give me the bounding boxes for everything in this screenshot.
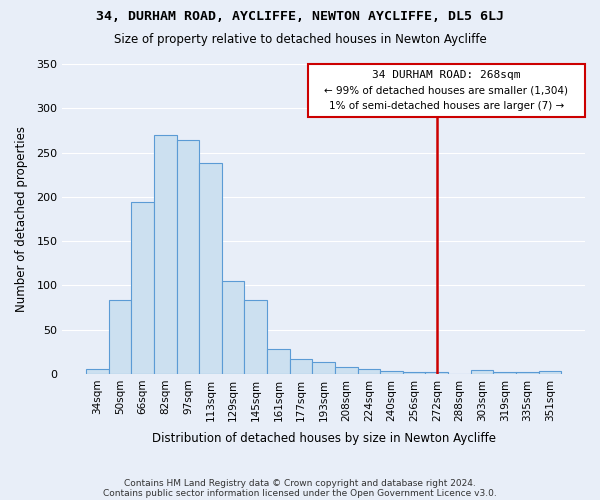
- FancyBboxPatch shape: [308, 64, 585, 116]
- Bar: [358, 370, 380, 374]
- Bar: [109, 300, 131, 374]
- Y-axis label: Number of detached properties: Number of detached properties: [15, 126, 28, 312]
- Text: Contains public sector information licensed under the Open Government Licence v3: Contains public sector information licen…: [103, 488, 497, 498]
- Bar: [290, 359, 313, 374]
- Bar: [267, 349, 290, 374]
- Bar: [380, 371, 403, 374]
- Bar: [222, 281, 244, 374]
- Bar: [516, 372, 539, 374]
- Bar: [539, 371, 561, 374]
- Text: 34, DURHAM ROAD, AYCLIFFE, NEWTON AYCLIFFE, DL5 6LJ: 34, DURHAM ROAD, AYCLIFFE, NEWTON AYCLIF…: [96, 10, 504, 23]
- Bar: [493, 372, 516, 374]
- Bar: [154, 135, 176, 374]
- Bar: [244, 300, 267, 374]
- Bar: [131, 202, 154, 374]
- Bar: [425, 372, 448, 374]
- Text: Contains HM Land Registry data © Crown copyright and database right 2024.: Contains HM Land Registry data © Crown c…: [124, 478, 476, 488]
- Text: 1% of semi-detached houses are larger (7) →: 1% of semi-detached houses are larger (7…: [329, 101, 564, 111]
- Text: 34 DURHAM ROAD: 268sqm: 34 DURHAM ROAD: 268sqm: [372, 70, 521, 80]
- X-axis label: Distribution of detached houses by size in Newton Aycliffe: Distribution of detached houses by size …: [152, 432, 496, 445]
- Bar: [199, 163, 222, 374]
- Bar: [86, 368, 109, 374]
- Bar: [403, 372, 425, 374]
- Bar: [313, 362, 335, 374]
- Bar: [176, 140, 199, 374]
- Bar: [335, 367, 358, 374]
- Text: ← 99% of detached houses are smaller (1,304): ← 99% of detached houses are smaller (1,…: [325, 86, 568, 96]
- Bar: [471, 370, 493, 374]
- Text: Size of property relative to detached houses in Newton Aycliffe: Size of property relative to detached ho…: [113, 32, 487, 46]
